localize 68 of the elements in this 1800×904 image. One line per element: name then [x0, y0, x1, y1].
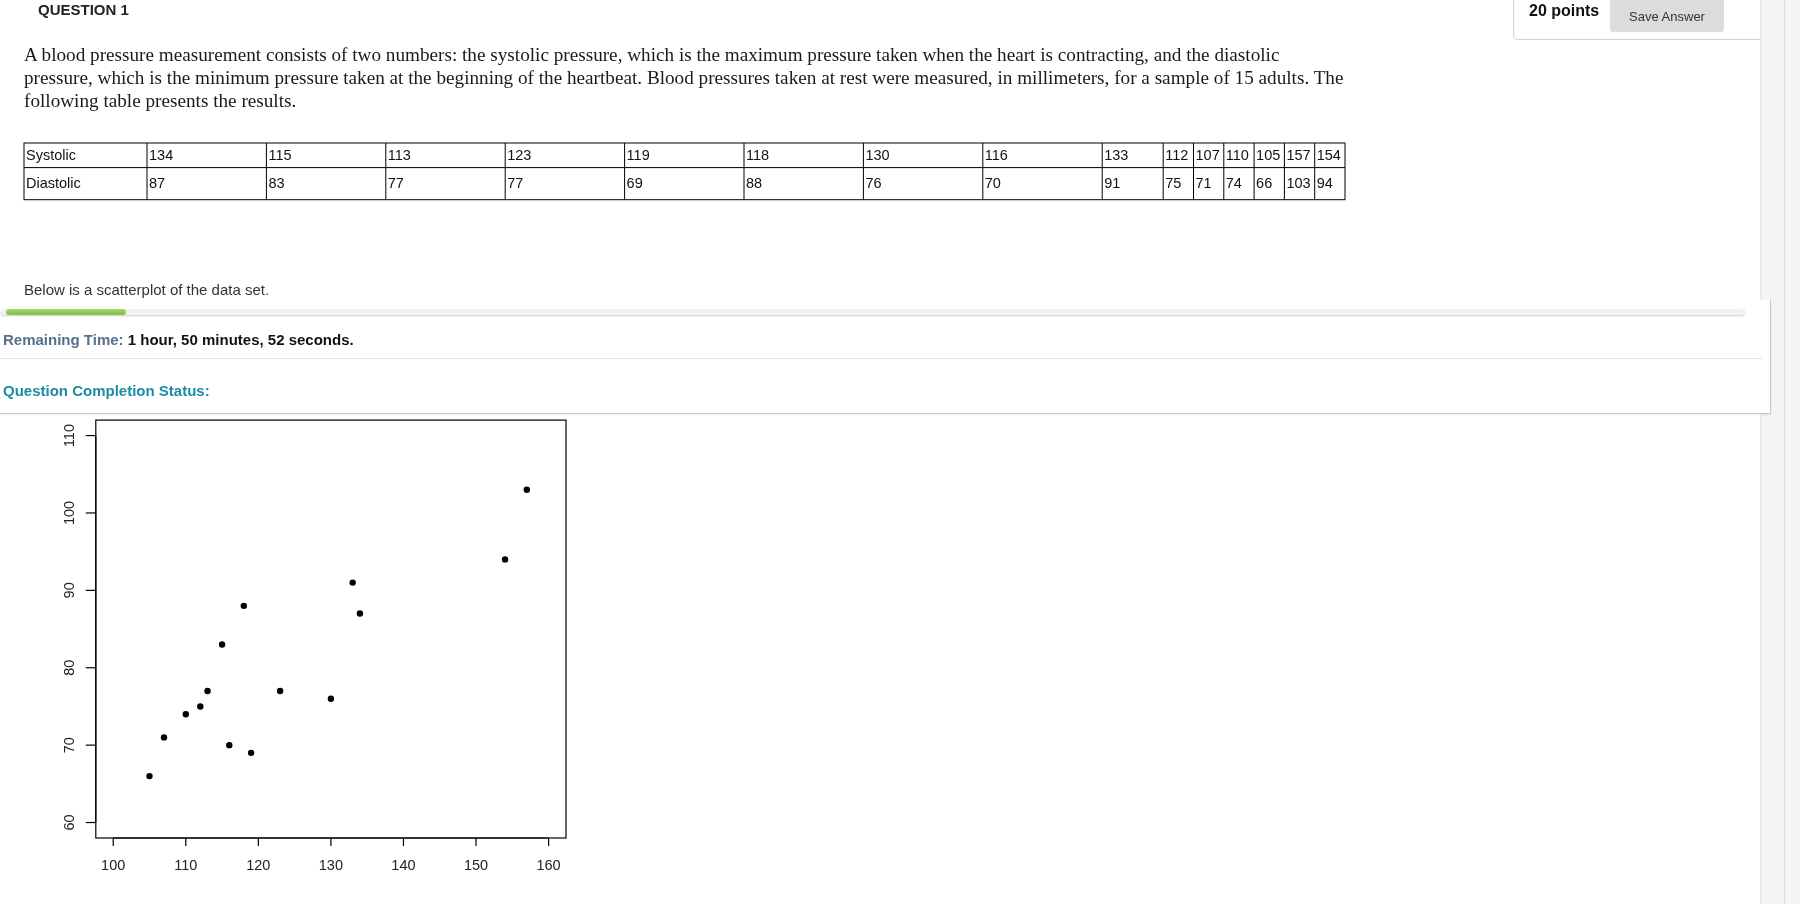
point [356, 610, 364, 617]
text: 66 [1256, 174, 1273, 191]
text: Remaining Time: [3, 331, 124, 348]
y-tick-label: 70 [60, 737, 77, 754]
text: 110 [1225, 147, 1249, 163]
point [276, 687, 284, 695]
point [160, 734, 168, 741]
point [327, 695, 335, 702]
text: 74 [1225, 174, 1242, 191]
text: 75 [1165, 174, 1182, 191]
x-tick-label: 140 [391, 857, 416, 873]
text: 154 [1316, 147, 1341, 163]
text: Question Completion Status: [3, 382, 210, 399]
text: Diastolic [26, 174, 81, 191]
text: 107 [1195, 147, 1220, 163]
button: Save Answer [1610, 0, 1724, 32]
text: 157 [1286, 147, 1311, 163]
point [240, 602, 248, 610]
text: A blood pressure measurement consists of two numbers: the systolic pressure, which is the maximum pressure taken when the heart is contracting, and the diastolic pressure, which is the minimum pressure taken at the beginning of the heartbeat. Blood pressures taken at rest were measured, in millimeters, for a sample of 15 adults. The following table presents the results. [24, 43, 1345, 112]
point [218, 641, 226, 648]
text: Below is a scatterplot of the data set. [24, 281, 270, 298]
x-tick-label: 110 [174, 857, 198, 873]
text: 115 [268, 147, 292, 163]
text: 71 [1195, 174, 1212, 191]
text: 76 [865, 174, 882, 191]
text: 77 [387, 174, 404, 191]
text: 91 [1104, 174, 1121, 191]
text: 83 [268, 174, 285, 191]
text: 105 [1256, 147, 1281, 163]
point [204, 687, 211, 695]
point [501, 556, 509, 563]
text: 113 [387, 147, 411, 163]
point [226, 741, 233, 749]
text: 123 [507, 147, 532, 163]
text: 20 points [1529, 2, 1600, 20]
x-tick-label: 130 [318, 857, 343, 873]
point [182, 710, 189, 718]
y-tick-label: 80 [60, 659, 77, 676]
text: 1 hour, 50 minutes, 52 seconds. [127, 331, 354, 348]
text: 116 [984, 147, 1008, 163]
y-tick-label: 100 [60, 500, 77, 526]
point [146, 772, 153, 780]
text: 77 [507, 174, 524, 191]
text: 134 [149, 147, 174, 163]
text: 70 [984, 174, 1001, 191]
y-tick-label: 60 [60, 814, 77, 831]
x-tick-label: 160 [536, 857, 561, 873]
text: 88 [746, 174, 763, 191]
point [523, 486, 531, 493]
text: QUESTION 1 [38, 1, 129, 18]
text: 103 [1286, 174, 1311, 191]
text: 69 [626, 174, 643, 191]
point [349, 579, 356, 586]
x-tick-label: 150 [463, 857, 489, 873]
text: 87 [149, 174, 166, 191]
x-tick-label: 100 [101, 857, 126, 873]
text: 119 [626, 147, 650, 163]
text: 130 [865, 147, 890, 163]
text: Systolic [26, 147, 76, 163]
y-tick-label: 110 [60, 424, 77, 448]
x-tick-label: 120 [246, 857, 271, 873]
text: 94 [1316, 174, 1333, 191]
point [197, 703, 204, 710]
y-tick-label: 90 [60, 582, 77, 599]
text: 112 [1165, 147, 1189, 163]
text: 118 [746, 147, 770, 163]
point [247, 749, 255, 757]
text: 133 [1104, 147, 1129, 163]
